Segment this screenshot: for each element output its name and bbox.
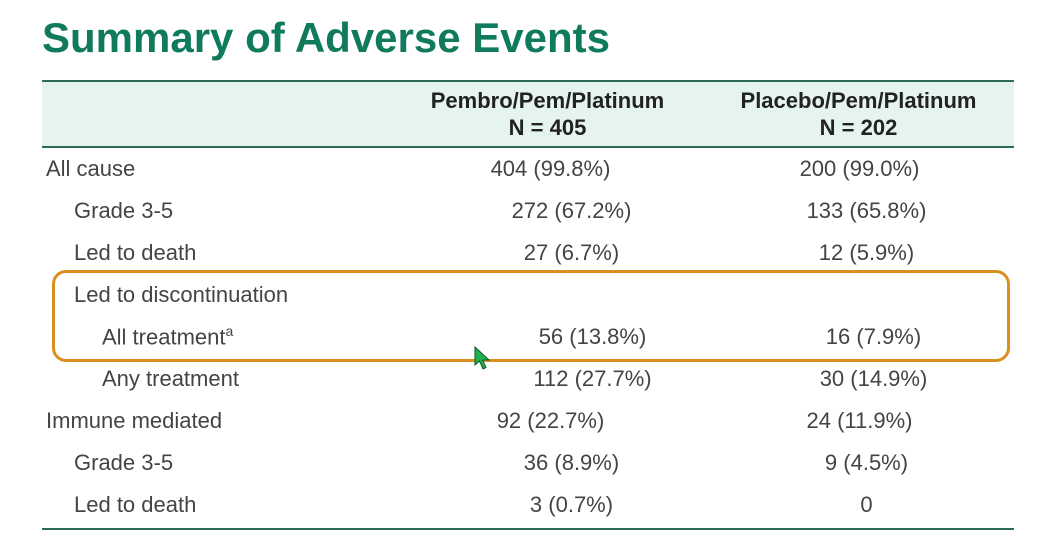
cell-col-a: 3 (0.7%)	[424, 492, 719, 518]
row-label: Grade 3-5	[42, 450, 424, 476]
row-label: Grade 3-5	[42, 198, 424, 224]
table-row: Grade 3-536 (8.9%)9 (4.5%)	[42, 442, 1014, 484]
table-row: Immune mediated92 (22.7%)24 (11.9%)	[42, 400, 1014, 442]
cell-col-b: 30 (14.9%)	[733, 366, 1014, 392]
table-row: All cause404 (99.8%)200 (99.0%)	[42, 148, 1014, 190]
table-row: Led to discontinuation	[42, 274, 1014, 316]
cell-col-b: 16 (7.9%)	[733, 324, 1014, 350]
adverse-events-table: Pembro/Pem/Platinum N = 405 Placebo/Pem/…	[42, 80, 1014, 530]
table-row: Any treatment112 (27.7%)30 (14.9%)	[42, 358, 1014, 400]
col-a-header: Pembro/Pem/Platinum N = 405	[392, 87, 703, 142]
cell-col-a: 272 (67.2%)	[424, 198, 719, 224]
row-label: All cause	[42, 156, 396, 182]
table-row: Led to death3 (0.7%)0	[42, 484, 1014, 526]
cell-col-b: 9 (4.5%)	[719, 450, 1014, 476]
row-label: Immune mediated	[42, 408, 396, 434]
col-b-header: Placebo/Pem/Platinum N = 202	[703, 87, 1014, 142]
cell-col-a: 404 (99.8%)	[396, 156, 705, 182]
cell-col-b: 12 (5.9%)	[719, 240, 1014, 266]
row-label: All treatmenta	[42, 323, 452, 350]
row-label: Any treatment	[42, 366, 452, 392]
row-label: Led to death	[42, 492, 424, 518]
cell-col-b: 24 (11.9%)	[705, 408, 1014, 434]
cell-col-b: 200 (99.0%)	[705, 156, 1014, 182]
table-row: Led to death27 (6.7%)12 (5.9%)	[42, 232, 1014, 274]
table-row: Grade 3-5272 (67.2%)133 (65.8%)	[42, 190, 1014, 232]
cell-col-a: 112 (27.7%)	[452, 366, 733, 392]
cell-col-a: 56 (13.8%)	[452, 324, 733, 350]
cell-col-a: 92 (22.7%)	[396, 408, 705, 434]
cell-col-b: 0	[719, 492, 1014, 518]
page-title: Summary of Adverse Events	[42, 14, 1014, 62]
cell-col-a: 27 (6.7%)	[424, 240, 719, 266]
table-header-row: Pembro/Pem/Platinum N = 405 Placebo/Pem/…	[42, 82, 1014, 148]
table-row: All treatmenta56 (13.8%)16 (7.9%)	[42, 316, 1014, 358]
cell-col-a: 36 (8.9%)	[424, 450, 719, 476]
cell-col-b: 133 (65.8%)	[719, 198, 1014, 224]
row-label: Led to discontinuation	[42, 282, 424, 308]
footnote-marker: a	[226, 323, 234, 339]
row-label: Led to death	[42, 240, 424, 266]
